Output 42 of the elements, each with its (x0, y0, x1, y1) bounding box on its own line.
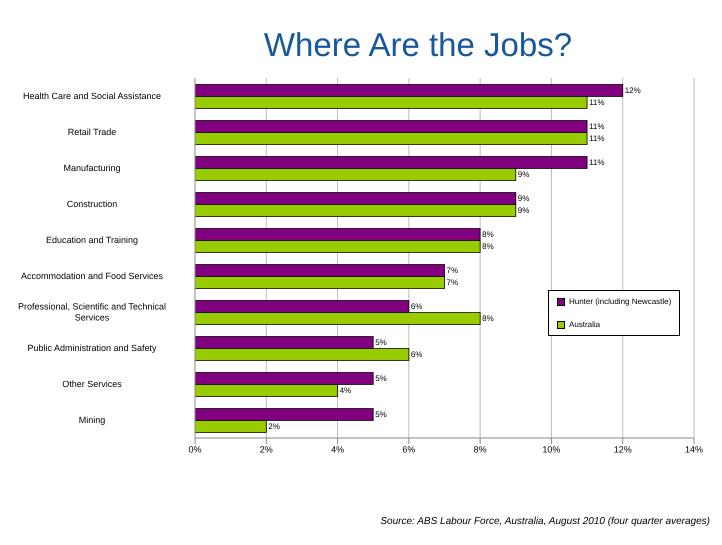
x-tick-label: 14% (684, 444, 704, 454)
x-tick-label: 4% (331, 444, 344, 454)
data-label: 8% (482, 242, 494, 251)
x-tick-label: 6% (402, 444, 416, 454)
y-tick-label: Construction (66, 199, 118, 209)
legend-label: Hunter (including Newcastle) (569, 297, 672, 306)
data-label: 5% (375, 410, 387, 419)
data-label: 11% (589, 134, 604, 143)
data-label: 6% (410, 350, 422, 359)
y-tick-label: Retail Trade (68, 127, 116, 137)
x-tick-label: 10% (542, 444, 560, 454)
data-label: 9% (518, 206, 530, 215)
y-tick-label: Accommodation and Food Services (20, 271, 164, 281)
x-tick-label: 2% (260, 444, 273, 454)
data-label: 7% (446, 278, 458, 287)
data-label: 8% (482, 230, 494, 239)
data-label: 2% (268, 422, 280, 431)
y-tick-label: Professional, Scientific and Technical Services (18, 302, 166, 322)
data-label: 11% (589, 122, 604, 131)
y-tick-label: Manufacturing (63, 163, 121, 173)
y-tick-label: Public Administration and Safety (27, 343, 158, 353)
y-tick-label: Mining (78, 415, 106, 425)
chart-title: Where Are the Jobs? (262, 26, 574, 64)
legend-label: Australia (569, 320, 600, 329)
data-label: 7% (446, 266, 458, 275)
data-label: 11% (589, 98, 604, 107)
x-tick-label: 8% (474, 444, 487, 454)
y-tick-label: Health Care and Social Assistance (22, 91, 162, 101)
x-tick-label: 12% (614, 444, 632, 454)
data-label: 6% (410, 302, 422, 311)
data-label: 5% (375, 374, 387, 383)
data-label: 9% (518, 194, 530, 203)
data-label: 11% (589, 158, 604, 167)
data-label: 4% (340, 386, 352, 395)
data-label: 9% (518, 170, 530, 179)
data-label: 8% (482, 314, 494, 323)
y-tick-label: Education and Training (46, 235, 138, 245)
data-label: 5% (375, 338, 387, 347)
data-label: 12% (624, 86, 641, 95)
y-tick-label: Other Services (62, 379, 122, 389)
source-note: Source: ABS Labour Force, Australia, August 2010 (four quarter averages) (380, 516, 710, 527)
x-tick-label: 0% (188, 444, 202, 454)
